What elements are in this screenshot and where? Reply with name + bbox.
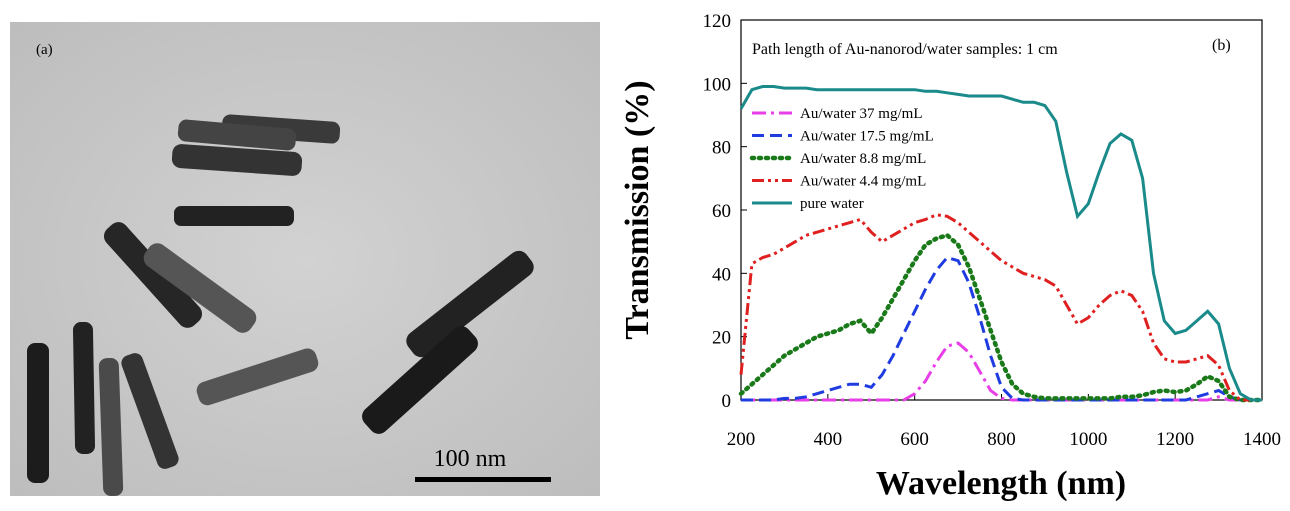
y-tick-label: 0 — [722, 391, 732, 412]
y-tick-label: 60 — [712, 201, 731, 222]
scale-bar — [415, 477, 551, 482]
tem-image: 100 nm (a) — [10, 22, 600, 497]
x-tick-label: 1200 — [1156, 429, 1194, 450]
legend-label: Au/water 4.4 mg/mL — [800, 174, 926, 190]
x-tick-label: 600 — [900, 429, 929, 450]
chart: Path length of Au-nanorod/water samples:… — [619, 11, 1281, 502]
panel-label: (a) — [36, 42, 53, 58]
legend-label: Au/water 37 mg/mL — [800, 106, 922, 122]
nanorods — [27, 114, 534, 497]
legend-label: Au/water 8.8 mg/mL — [800, 151, 926, 167]
x-tick-label: 1000 — [1069, 429, 1107, 450]
series-line — [739, 85, 1262, 402]
y-tick-label: 80 — [712, 138, 731, 159]
y-tick-label: 20 — [712, 328, 731, 349]
x-tick-label: 1400 — [1243, 429, 1281, 450]
series-line — [738, 232, 1265, 403]
x-tick-label: 800 — [987, 429, 1016, 450]
series-line — [741, 341, 1262, 402]
x-tick-label: 200 — [727, 429, 756, 450]
series-line — [739, 213, 1262, 402]
legend-label: pure water — [800, 196, 864, 212]
panel-label: (b) — [1212, 37, 1231, 54]
y-tick-label: 120 — [703, 11, 732, 32]
annotation: Path length of Au-nanorod/water samples:… — [752, 41, 1058, 58]
y-tick-label: 40 — [712, 264, 731, 285]
scale-bar-label: 100 nm — [434, 446, 507, 472]
x-tick-label: 400 — [814, 429, 843, 450]
y-axis-title: Transmission (%) — [619, 80, 656, 339]
legend-label: Au/water 17.5 mg/mL — [800, 129, 934, 145]
series-line — [741, 255, 1262, 402]
x-axis-title: Wavelength (nm) — [876, 465, 1126, 502]
y-tick-label: 100 — [703, 74, 732, 95]
